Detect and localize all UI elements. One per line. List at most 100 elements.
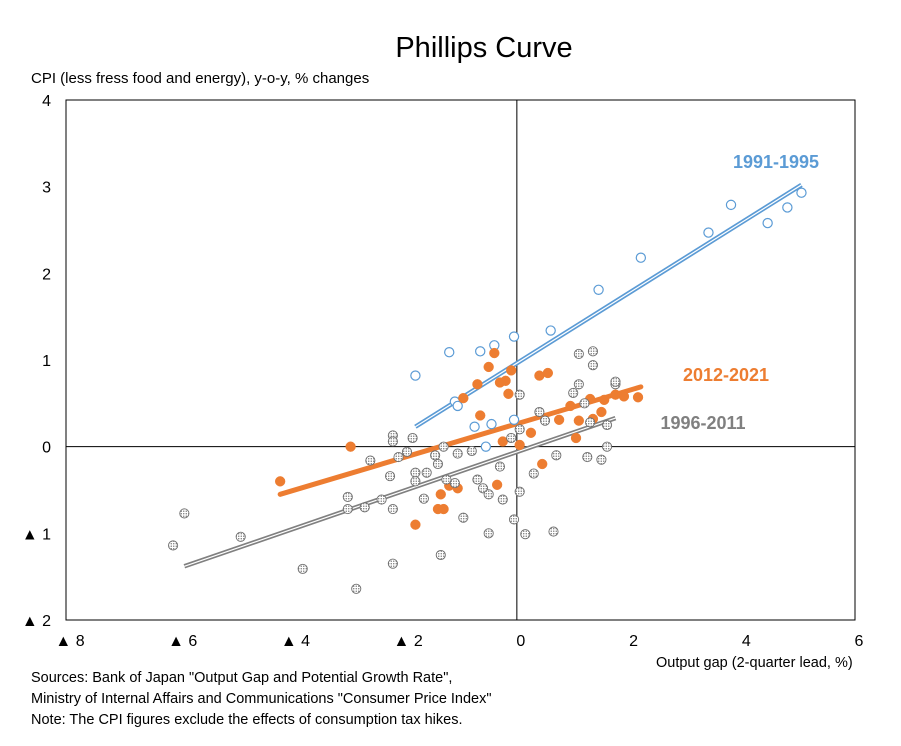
data-point-1996-2011	[582, 452, 593, 463]
data-point-1991-1995	[796, 187, 807, 198]
x-tick-label: 2	[629, 633, 638, 650]
data-point-1996-2011	[376, 494, 387, 505]
data-point-2012-2021	[491, 479, 503, 490]
data-point-1996-2011	[497, 494, 508, 505]
data-point-1991-1995	[452, 400, 463, 412]
source-notes: Sources: Bank of Japan "Output Gap and P…	[31, 668, 492, 731]
data-point-1996-2011	[168, 540, 179, 551]
data-point-1996-2011	[601, 419, 613, 431]
y-tick-label: ▲ 1	[22, 526, 51, 543]
data-point-1996-2011	[601, 441, 613, 452]
data-point-1996-2011	[438, 441, 449, 452]
data-point-1996-2011	[534, 406, 545, 418]
data-point-1991-1995	[635, 252, 647, 263]
data-point-1991-1995	[782, 202, 793, 213]
data-point-1991-1995	[480, 441, 492, 452]
data-point-1991-1995	[703, 227, 714, 238]
data-point-2012-2021	[410, 519, 421, 530]
data-point-1996-2011	[452, 448, 463, 459]
data-point-1996-2011	[342, 491, 353, 502]
data-point-1996-2011	[579, 398, 590, 409]
data-point-1996-2011	[179, 508, 190, 519]
data-point-2012-2021	[610, 389, 621, 400]
data-point-2012-2021	[553, 414, 565, 425]
data-point-1996-2011	[494, 461, 506, 472]
data-point-2012-2021	[435, 489, 446, 500]
data-point-1991-1995	[469, 421, 480, 432]
data-point-1996-2011	[596, 454, 607, 465]
data-point-1996-2011	[297, 563, 308, 574]
y-axis-label: CPI (less fress food and energy), y-o-y,…	[31, 70, 370, 87]
data-point-1996-2011	[573, 348, 584, 359]
data-point-1996-2011	[385, 471, 396, 482]
data-point-1991-1995	[593, 284, 604, 295]
data-point-1996-2011	[466, 445, 477, 457]
x-tick-label: ▲ 4	[281, 633, 310, 650]
data-point-2012-2021	[483, 361, 494, 373]
data-point-2012-2021	[537, 458, 548, 470]
data-point-1996-2011	[365, 455, 376, 466]
data-point-1996-2011	[387, 504, 398, 515]
data-point-1996-2011	[520, 529, 531, 540]
data-point-1996-2011	[418, 493, 429, 504]
data-point-1996-2011	[508, 514, 520, 525]
y-tick-label: 2	[42, 266, 51, 283]
x-tick-label: 6	[855, 633, 864, 650]
data-point-1996-2011	[432, 458, 444, 470]
series-label-1991-1995: 1991-1995	[733, 152, 819, 172]
x-tick-label: 0	[516, 633, 525, 650]
data-point-2012-2021	[514, 439, 525, 451]
data-point-2012-2021	[570, 432, 582, 444]
data-point-1991-1995	[762, 217, 773, 229]
data-point-2012-2021	[573, 415, 584, 426]
data-point-1996-2011	[568, 387, 579, 398]
data-point-1991-1995	[486, 418, 497, 430]
data-point-1996-2011	[587, 360, 598, 371]
data-point-2012-2021	[506, 365, 517, 376]
data-point-1991-1995	[725, 199, 737, 211]
data-point-2012-2021	[472, 379, 483, 390]
data-point-1996-2011	[359, 502, 370, 513]
y-tick-label: 3	[42, 180, 51, 197]
data-point-1991-1995	[410, 370, 421, 381]
data-point-2012-2021	[345, 441, 356, 452]
data-point-2012-2021	[275, 476, 286, 487]
data-point-2012-2021	[596, 406, 607, 418]
data-point-1996-2011	[585, 417, 596, 428]
data-point-1996-2011	[410, 476, 421, 487]
y-tick-label: 4	[42, 93, 51, 110]
data-point-1996-2011	[435, 549, 446, 561]
data-point-1996-2011	[393, 452, 404, 463]
data-point-1996-2011	[407, 432, 418, 444]
data-point-1996-2011	[458, 512, 469, 523]
data-point-2012-2021	[618, 391, 630, 402]
data-point-1996-2011	[441, 474, 452, 485]
data-point-1996-2011	[548, 526, 559, 537]
fit-line-1996-2011	[183, 415, 617, 569]
data-point-1996-2011	[551, 450, 562, 461]
data-point-1996-2011	[342, 504, 353, 515]
data-point-1996-2011	[483, 528, 494, 539]
data-point-1996-2011	[587, 346, 598, 357]
data-point-1991-1995	[444, 347, 455, 358]
data-point-2012-2021	[489, 347, 500, 359]
data-point-2012-2021	[500, 375, 511, 386]
x-axis-label: Output gap (2-quarter lead, %)	[656, 655, 853, 671]
x-tick-label: ▲ 6	[168, 633, 197, 650]
data-point-1996-2011	[387, 436, 398, 447]
x-tick-label: 4	[742, 633, 751, 650]
data-point-1996-2011	[421, 467, 432, 478]
data-point-1991-1995	[508, 414, 520, 425]
data-point-1996-2011	[514, 389, 525, 400]
data-point-1991-1995	[545, 325, 556, 336]
y-tick-label: 0	[42, 440, 51, 457]
data-point-2012-2021	[542, 367, 554, 379]
data-point-2012-2021	[525, 427, 537, 438]
data-point-1996-2011	[387, 558, 398, 569]
data-point-1996-2011	[514, 486, 525, 497]
data-point-1991-1995	[475, 346, 486, 357]
data-point-1996-2011	[514, 424, 525, 435]
data-point-1996-2011	[506, 432, 517, 444]
data-point-1996-2011	[573, 379, 584, 390]
